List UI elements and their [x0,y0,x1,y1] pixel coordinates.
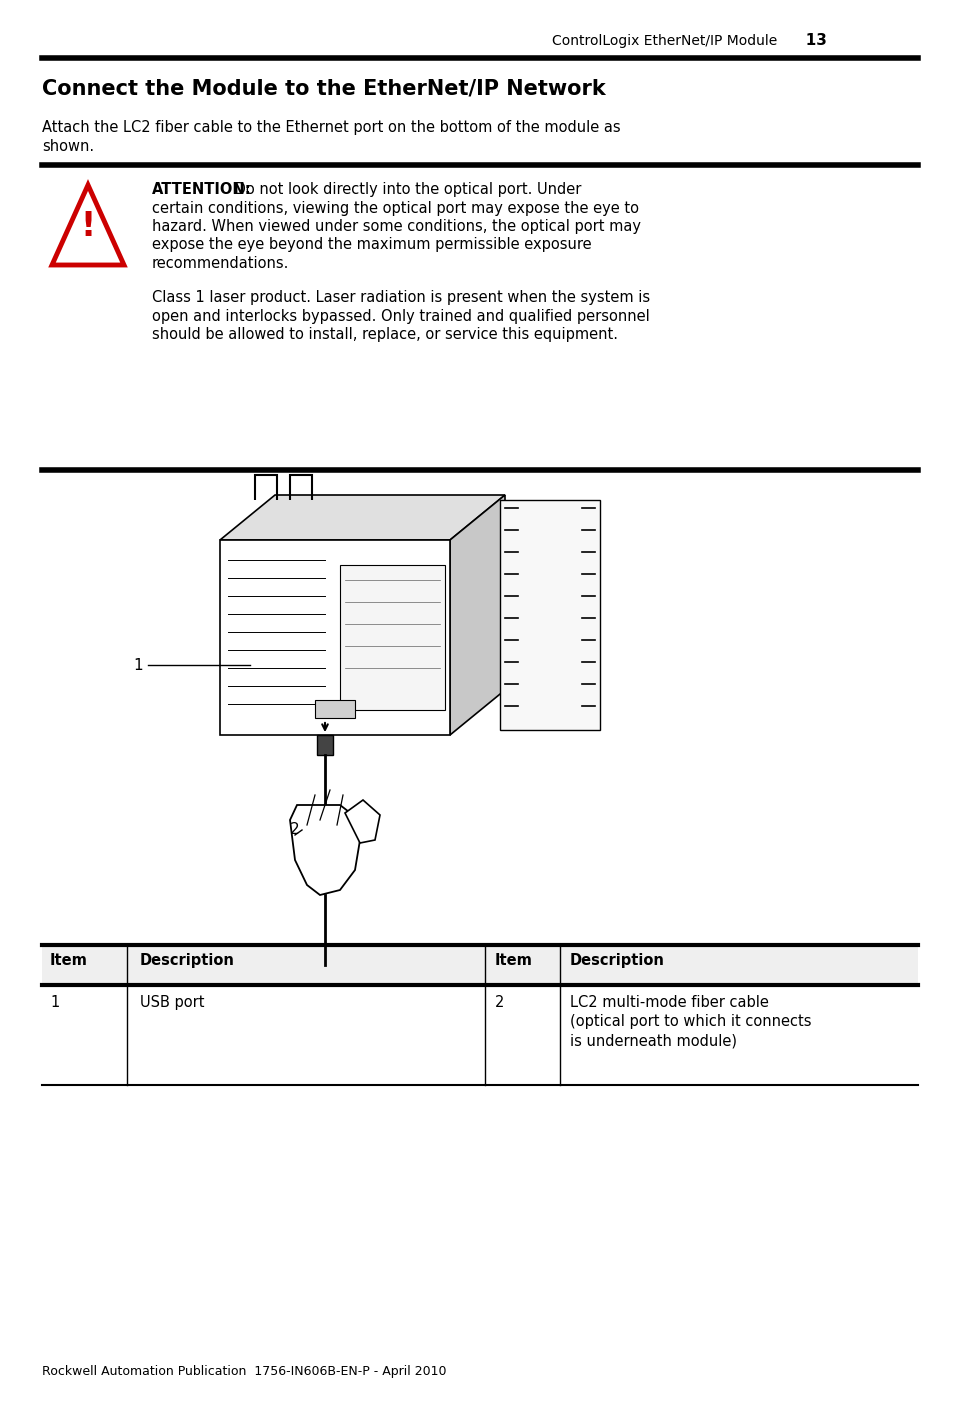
Text: ControlLogix EtherNet/IP Module: ControlLogix EtherNet/IP Module [551,34,789,48]
Text: 1: 1 [133,658,143,672]
Polygon shape [450,495,504,735]
Text: should be allowed to install, replace, or service this equipment.: should be allowed to install, replace, o… [152,328,618,342]
Text: hazard. When viewed under some conditions, the optical port may: hazard. When viewed under some condition… [152,219,640,233]
Text: 2: 2 [495,995,504,1010]
Text: is underneath module): is underneath module) [569,1033,737,1047]
Text: Attach the LC2 fiber cable to the Ethernet port on the bottom of the module as: Attach the LC2 fiber cable to the Ethern… [42,120,620,135]
Text: 1: 1 [50,995,59,1010]
Text: Item: Item [495,953,533,967]
Text: expose the eye beyond the maximum permissible exposure: expose the eye beyond the maximum permis… [152,238,591,253]
Text: Description: Description [140,953,234,967]
Text: Do not look directly into the optical port. Under: Do not look directly into the optical po… [230,181,580,197]
Text: shown.: shown. [42,139,94,155]
Text: (optical port to which it connects: (optical port to which it connects [569,1014,811,1029]
Polygon shape [220,495,504,540]
Text: open and interlocks bypassed. Only trained and qualified personnel: open and interlocks bypassed. Only train… [152,308,649,323]
Text: Connect the Module to the EtherNet/IP Network: Connect the Module to the EtherNet/IP Ne… [42,77,605,98]
Text: LC2 multi-mode fiber cable: LC2 multi-mode fiber cable [569,995,768,1010]
Bar [499,501,599,730]
Bar [339,565,444,710]
Polygon shape [52,186,124,264]
Text: USB port: USB port [140,995,204,1010]
Bar [42,945,917,986]
Text: 13: 13 [789,32,826,48]
Polygon shape [345,800,379,844]
Text: Item: Item [50,953,88,967]
Text: ATTENTION:: ATTENTION: [152,181,252,197]
Bar [316,735,333,755]
Polygon shape [290,806,359,896]
Text: Class 1 laser product. Laser radiation is present when the system is: Class 1 laser product. Laser radiation i… [152,290,649,305]
Polygon shape [220,540,450,735]
Text: recommendations.: recommendations. [152,256,289,271]
Text: Rockwell Automation Publication  1756-IN606B-EN-P - April 2010: Rockwell Automation Publication 1756-IN6… [42,1365,446,1378]
Text: Description: Description [569,953,664,967]
Text: certain conditions, viewing the optical port may expose the eye to: certain conditions, viewing the optical … [152,201,639,215]
Text: !: ! [80,209,95,243]
Bar [314,700,355,718]
Text: 2: 2 [290,823,299,838]
